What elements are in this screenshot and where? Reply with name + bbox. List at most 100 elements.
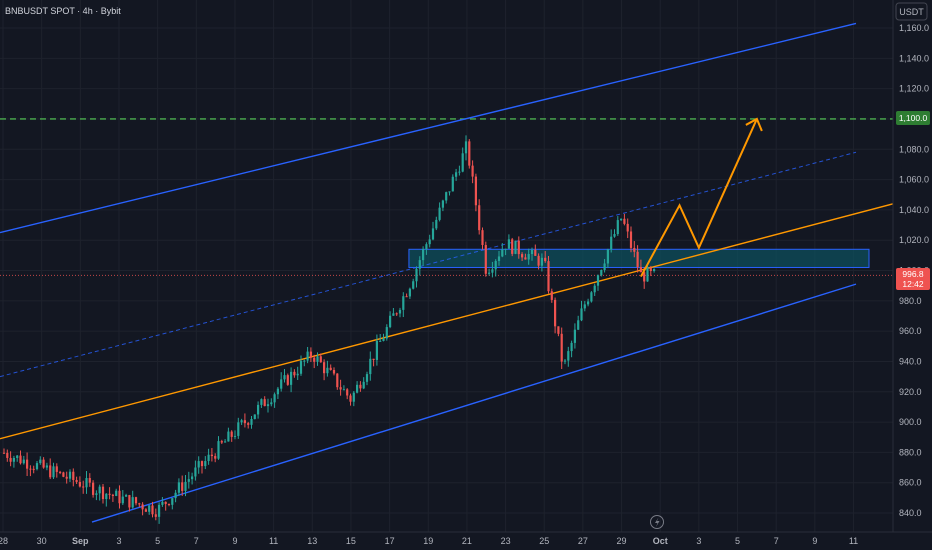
time-tick-label: 3	[116, 536, 121, 546]
channel-mid-line	[0, 151, 857, 378]
candle-body	[65, 476, 68, 479]
candle-body	[16, 455, 19, 458]
candle-body	[461, 153, 464, 172]
time-axis: 28 30 Sep 3 5 7 9 11 13 15 17 19 21 23 25 27 29 Oct 3 5 7 9 11	[0, 531, 932, 546]
candle-body	[276, 388, 279, 395]
candle-body	[230, 431, 233, 437]
candles-layer	[2, 135, 656, 524]
price-tick-label: 1,060.0	[899, 175, 929, 185]
price-tick-label: 1,020.0	[899, 235, 929, 245]
candle-body	[52, 466, 55, 478]
candle-body	[527, 254, 530, 260]
candle-body	[431, 228, 435, 240]
candle-body	[217, 441, 220, 459]
candle-body	[174, 492, 177, 499]
candle-body	[560, 333, 563, 362]
symbol-title[interactable]: BNBUSDT SPOT · 4h · Bybit	[5, 6, 121, 16]
time-tick-label: 11	[849, 536, 858, 546]
candle-body	[270, 402, 273, 405]
candle-body	[207, 454, 210, 462]
candle-body	[9, 457, 12, 462]
candle-body	[78, 481, 81, 487]
candle-body	[158, 504, 161, 517]
candle-body	[92, 482, 95, 495]
candle-body	[389, 315, 392, 328]
candle-body	[72, 471, 75, 480]
candle-body	[280, 379, 283, 389]
candle-body	[309, 351, 312, 358]
currency-label: USDT	[899, 7, 924, 17]
price-axis: 1,160.0 1,140.0 1,120.0 1,080.0 1,060.0 1,040…	[892, 0, 929, 532]
candle-body	[653, 268, 656, 272]
currency-button[interactable]: USDT	[895, 2, 928, 21]
candle-body	[517, 240, 520, 255]
candle-body	[200, 461, 204, 467]
candle-body	[144, 509, 147, 512]
candle-body	[534, 249, 537, 256]
candle-body	[464, 141, 468, 154]
candle-body	[352, 392, 355, 402]
candle-body	[224, 441, 227, 443]
candle-body	[316, 356, 319, 362]
time-tick-label: 5	[735, 536, 740, 546]
candle-body	[184, 481, 187, 491]
candle-body	[587, 301, 590, 305]
candle-body	[375, 340, 378, 360]
candle-body	[243, 420, 246, 424]
candle-body	[2, 452, 6, 454]
candle-body	[405, 296, 408, 298]
candle-body	[214, 456, 217, 459]
target-price-label: 1,100.0	[896, 111, 930, 125]
candle-body	[319, 356, 322, 363]
candle-body	[336, 373, 339, 388]
candle-body	[418, 260, 421, 269]
candle-body	[250, 418, 253, 425]
candle-body	[537, 255, 540, 266]
price-tick-label: 900.0	[899, 417, 922, 427]
price-tick-label: 860.0	[899, 478, 922, 488]
lightning-icon[interactable]	[650, 515, 664, 529]
candle-body	[590, 292, 593, 302]
price-tick-label: 1,160.0	[899, 23, 929, 33]
candle-body	[474, 176, 477, 206]
candle-body	[19, 455, 22, 464]
candle-body	[161, 501, 164, 505]
candle-body	[39, 459, 42, 464]
candle-body	[643, 272, 646, 282]
candle-body	[458, 171, 461, 173]
candle-body	[596, 275, 600, 286]
time-tick-label: 17	[385, 536, 395, 546]
projection-arrowhead	[745, 117, 763, 132]
time-tick-label: 9	[232, 536, 237, 546]
candle-body	[428, 239, 431, 245]
candle-body	[398, 309, 402, 314]
candle-body	[415, 268, 418, 282]
candle-body	[626, 223, 629, 232]
candle-body	[286, 375, 289, 385]
candle-body	[554, 299, 557, 327]
candle-body	[111, 494, 114, 496]
candle-body	[131, 497, 134, 508]
candle-body	[332, 370, 336, 374]
candle-body	[451, 176, 454, 192]
time-tick-label: 28	[0, 536, 8, 546]
candle-body	[204, 461, 207, 467]
candle-body	[346, 389, 349, 396]
candle-body	[484, 245, 487, 274]
time-tick-label: 9	[812, 536, 817, 546]
candle-body	[610, 236, 613, 250]
candle-body	[22, 459, 25, 464]
candle-body	[563, 360, 567, 362]
support-zone-layer	[408, 248, 870, 268]
candle-body	[488, 272, 491, 274]
candle-body	[141, 504, 144, 510]
price-tick-label: 880.0	[899, 447, 922, 457]
candle-body	[283, 375, 286, 380]
candle-body	[98, 486, 101, 494]
candle-body	[593, 285, 596, 293]
target-price-text: 1,100.0	[899, 113, 928, 123]
projection-path	[640, 118, 758, 278]
candle-body	[138, 503, 141, 505]
